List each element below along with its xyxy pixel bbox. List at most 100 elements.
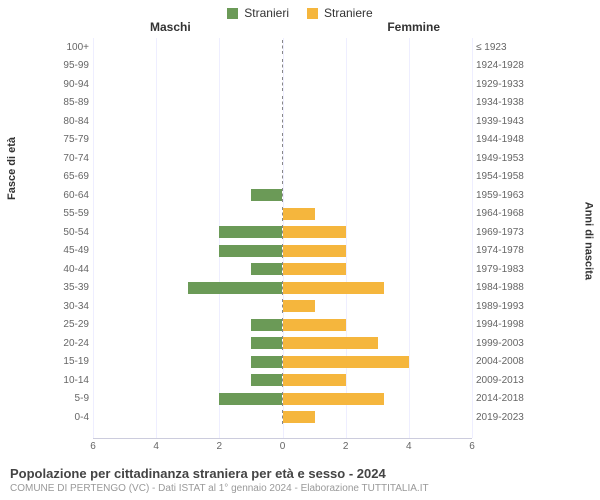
birth-year-label: 1949-1953: [472, 153, 530, 164]
chart-container: Stranieri Straniere Maschi Femmine Fasce…: [0, 0, 600, 500]
age-label: 5-9: [55, 393, 93, 404]
female-half: [283, 225, 472, 239]
male-half: [93, 244, 283, 258]
female-half: [283, 96, 472, 110]
male-half: [93, 114, 283, 128]
female-bar: [283, 282, 384, 294]
male-bar: [251, 374, 283, 386]
legend-swatch-male: [227, 8, 238, 19]
age-label: 90-94: [55, 79, 93, 90]
female-half: [283, 373, 472, 387]
female-half: [283, 114, 472, 128]
pyramid-row: 50-54 1969-1973: [55, 223, 530, 242]
age-label: 50-54: [55, 227, 93, 238]
female-half: [283, 170, 472, 184]
female-half: [283, 188, 472, 202]
female-half: [283, 336, 472, 350]
male-half: [93, 262, 283, 276]
birth-year-label: 2009-2013: [472, 375, 530, 386]
female-bar: [283, 356, 409, 368]
birth-year-label: ≤ 1923: [472, 42, 530, 53]
age-label: 100+: [55, 42, 93, 53]
male-half: [93, 151, 283, 165]
male-half: [93, 355, 283, 369]
y-axis-left-title: Fasce di età: [6, 137, 18, 200]
age-label: 85-89: [55, 97, 93, 108]
legend-label-male: Stranieri: [244, 6, 289, 20]
pyramid-row: 0-42019-2023: [55, 408, 530, 427]
age-label: 65-69: [55, 171, 93, 182]
x-tick: 2: [217, 441, 223, 452]
x-tick: 6: [90, 441, 96, 452]
birth-year-label: 1939-1943: [472, 116, 530, 127]
pyramid-row: 70-74 1949-1953: [55, 149, 530, 168]
x-tick: 4: [153, 441, 159, 452]
male-bar: [251, 189, 283, 201]
pyramid-row: 5-9 2014-2018: [55, 390, 530, 409]
male-bar: [188, 282, 283, 294]
birth-year-label: 1959-1963: [472, 190, 530, 201]
female-bar: [283, 374, 346, 386]
legend-item-female: Straniere: [307, 6, 373, 20]
male-half: [93, 410, 283, 424]
pyramid-row: 100+ ≤ 1923: [55, 38, 530, 57]
female-half: [283, 77, 472, 91]
birth-year-label: 2014-2018: [472, 393, 530, 404]
male-half: [93, 373, 283, 387]
pyramid-row: 90-941929-1933: [55, 75, 530, 94]
female-half: [283, 207, 472, 221]
male-half: [93, 170, 283, 184]
age-label: 60-64: [55, 190, 93, 201]
age-label: 40-44: [55, 264, 93, 275]
pyramid-row: 45-491974-1978: [55, 242, 530, 261]
legend: Stranieri Straniere: [0, 0, 600, 20]
pyramid-row: 30-34 1989-1993: [55, 297, 530, 316]
birth-year-label: 1974-1978: [472, 245, 530, 256]
female-half: [283, 133, 472, 147]
col-header-male: Maschi: [150, 20, 191, 34]
male-half: [93, 77, 283, 91]
male-half: [93, 299, 283, 313]
female-bar: [283, 411, 315, 423]
x-tick: 2: [343, 441, 349, 452]
birth-year-label: 1994-1998: [472, 319, 530, 330]
age-label: 20-24: [55, 338, 93, 349]
plot-area: 100+≤ 192395-991924-192890-941929-193385…: [55, 38, 530, 438]
birth-year-label: 1989-1993: [472, 301, 530, 312]
pyramid-row: 85-891934-1938: [55, 94, 530, 113]
col-header-female: Femmine: [387, 20, 440, 34]
female-half: [283, 318, 472, 332]
female-bar: [283, 226, 346, 238]
age-label: 35-39: [55, 282, 93, 293]
age-label: 30-34: [55, 301, 93, 312]
pyramid-row: 55-591964-1968: [55, 205, 530, 224]
x-tick: 0: [280, 441, 286, 452]
male-half: [93, 207, 283, 221]
birth-year-label: 2004-2008: [472, 356, 530, 367]
male-half: [93, 133, 283, 147]
female-half: [283, 410, 472, 424]
age-label: 15-19: [55, 356, 93, 367]
female-half: [283, 244, 472, 258]
female-bar: [283, 337, 378, 349]
male-half: [93, 281, 283, 295]
x-tick: 6: [469, 441, 475, 452]
age-label: 70-74: [55, 153, 93, 164]
birth-year-label: 1944-1948: [472, 134, 530, 145]
birth-year-label: 1979-1983: [472, 264, 530, 275]
pyramid-row: 10-14 2009-2013: [55, 371, 530, 390]
male-half: [93, 40, 283, 54]
age-label: 75-79: [55, 134, 93, 145]
pyramid-row: 65-691954-1958: [55, 168, 530, 187]
pyramid-row: 40-44 1979-1983: [55, 260, 530, 279]
male-half: [93, 96, 283, 110]
male-half: [93, 392, 283, 406]
birth-year-label: 1969-1973: [472, 227, 530, 238]
age-label: 10-14: [55, 375, 93, 386]
birth-year-label: 2019-2023: [472, 412, 530, 423]
male-bar: [251, 337, 283, 349]
age-label: 25-29: [55, 319, 93, 330]
chart-title: Popolazione per cittadinanza straniera p…: [10, 466, 429, 481]
female-half: [283, 262, 472, 276]
chart-subtitle: COMUNE DI PERTENGO (VC) - Dati ISTAT al …: [10, 483, 429, 494]
